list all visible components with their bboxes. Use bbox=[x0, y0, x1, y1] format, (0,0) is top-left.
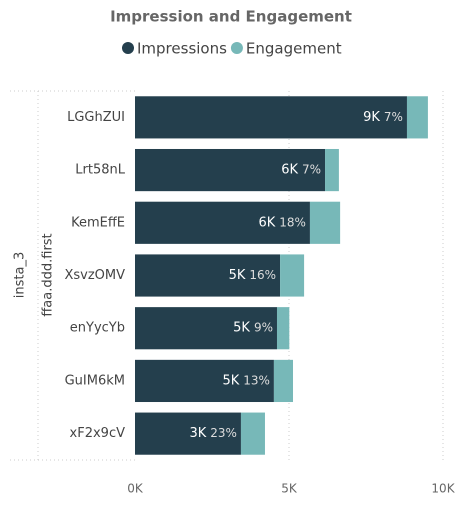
bar-segment bbox=[276, 307, 290, 350]
bar-segment bbox=[135, 148, 326, 192]
bar-segment bbox=[135, 412, 241, 455]
bar-segment bbox=[325, 148, 339, 192]
legend-label: Impressions bbox=[137, 40, 227, 58]
data-label: 13% bbox=[243, 373, 270, 387]
legend-label: Engagement bbox=[246, 40, 342, 58]
data-label: 6K bbox=[281, 163, 298, 178]
y-tick-label: XsvzOMV bbox=[64, 268, 125, 283]
y-axis-title: ffaa.ddd.first bbox=[41, 233, 56, 316]
x-tick-label: 10K bbox=[431, 482, 455, 496]
data-label: 23% bbox=[210, 426, 237, 440]
data-label: 3K bbox=[189, 426, 206, 441]
x-tick-label: 0K bbox=[127, 482, 144, 496]
y-tick-label: enYycYb bbox=[70, 321, 125, 336]
data-label: 5K bbox=[222, 373, 239, 388]
y-tick-label: xF2x9cV bbox=[70, 426, 126, 441]
data-label: 5K bbox=[229, 268, 246, 283]
data-label: 5K bbox=[233, 321, 250, 336]
bar-segment bbox=[135, 96, 407, 139]
y-tick-label: Lrt58nL bbox=[75, 163, 125, 178]
y-axis-title: insta_3 bbox=[13, 252, 28, 298]
data-label: 9% bbox=[254, 321, 273, 335]
bar-segment bbox=[135, 359, 274, 403]
bar-segment bbox=[406, 96, 428, 139]
y-tick-label: KemEffE bbox=[71, 215, 125, 230]
x-tick-label: 5K bbox=[281, 482, 298, 496]
data-label: 9K bbox=[363, 110, 380, 125]
bar-segment bbox=[135, 201, 310, 244]
y-tick-label: LGGhZUI bbox=[67, 110, 125, 125]
bar-segment bbox=[273, 359, 294, 403]
bar-segment bbox=[135, 254, 281, 297]
legend-marker bbox=[122, 42, 134, 54]
data-label: 16% bbox=[249, 268, 276, 282]
legend-marker bbox=[230, 42, 243, 54]
bar-segment bbox=[309, 201, 341, 244]
bar-segment bbox=[240, 412, 265, 455]
bar-segment bbox=[280, 254, 305, 297]
data-label: 7% bbox=[302, 163, 321, 177]
y-tick-label: GuIM6kM bbox=[65, 373, 125, 388]
data-label: 6K bbox=[258, 215, 275, 230]
data-label: 18% bbox=[279, 215, 306, 229]
chart-title: Impression and Engagement bbox=[110, 8, 352, 26]
data-label: 7% bbox=[384, 110, 403, 124]
bar-segment bbox=[135, 307, 277, 350]
